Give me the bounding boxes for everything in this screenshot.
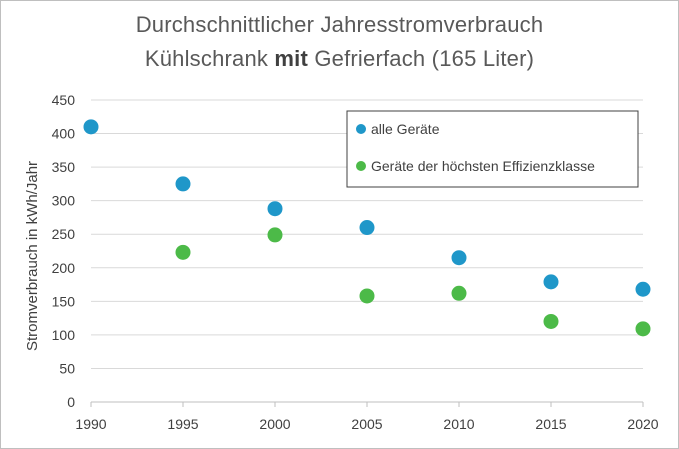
chart-title-line-2: Kühlschrank mit Gefrierfach (165 Liter)	[0, 46, 679, 72]
y-axis-label: Stromverbrauch in kWh/Jahr	[24, 161, 41, 351]
x-tick-label: 2000	[259, 416, 290, 432]
legend-label-series-1: alle Geräte	[371, 121, 440, 137]
y-tick-label: 200	[52, 260, 76, 276]
chart-title-line-2-bold: mit	[274, 46, 309, 71]
chart-title-line-2-prefix: Kühlschrank	[144, 46, 275, 71]
y-tick-label: 400	[52, 126, 76, 142]
data-point-series-2	[451, 285, 467, 301]
data-point-series-1	[451, 250, 467, 266]
x-axis-ticks: 1990 1995 2000 2005 2010 2015 2020	[75, 402, 659, 432]
data-points	[83, 119, 651, 337]
y-axis-ticks: 0 50 100 150 200 250 300 350 400 450	[52, 92, 76, 410]
data-point-series-1	[635, 281, 651, 297]
legend-marker-series-2	[356, 161, 366, 171]
x-tick-label: 2020	[627, 416, 658, 432]
data-point-series-1	[543, 274, 559, 290]
x-tick-label: 2010	[443, 416, 474, 432]
y-tick-label: 350	[52, 159, 76, 175]
x-tick-label: 2015	[535, 416, 566, 432]
legend-box	[346, 110, 639, 188]
legend-marker-series-1	[356, 124, 366, 134]
chart-title-line-2-suffix: Gefrierfach (165 Liter)	[308, 46, 535, 71]
x-tick-label: 1990	[75, 416, 106, 432]
legend: alle Geräte Geräte der höchsten Effizienz…	[346, 110, 639, 188]
x-tick-label: 1995	[167, 416, 198, 432]
data-point-series-2	[175, 244, 191, 260]
chart-title-line-1: Durchschnittlicher Jahresstromverbrauch	[135, 12, 544, 37]
y-tick-label: 450	[52, 92, 76, 108]
data-point-series-2	[267, 227, 283, 243]
y-tick-label: 100	[52, 327, 76, 343]
x-tick-label: 2005	[351, 416, 382, 432]
data-point-series-2	[635, 321, 651, 337]
y-tick-label: 250	[52, 226, 76, 242]
y-tick-label: 50	[59, 360, 75, 376]
data-point-series-1	[175, 176, 191, 192]
y-tick-label: 300	[52, 193, 76, 209]
data-point-series-2	[543, 313, 559, 329]
y-tick-label: 150	[52, 293, 76, 309]
y-tick-label: 0	[67, 394, 75, 410]
data-point-series-1	[267, 201, 283, 217]
data-point-series-2	[359, 288, 375, 304]
data-point-series-1	[359, 220, 375, 236]
data-point-series-1	[83, 119, 99, 135]
legend-label-series-2: Geräte der höchsten Effizienzklasse	[371, 158, 595, 174]
